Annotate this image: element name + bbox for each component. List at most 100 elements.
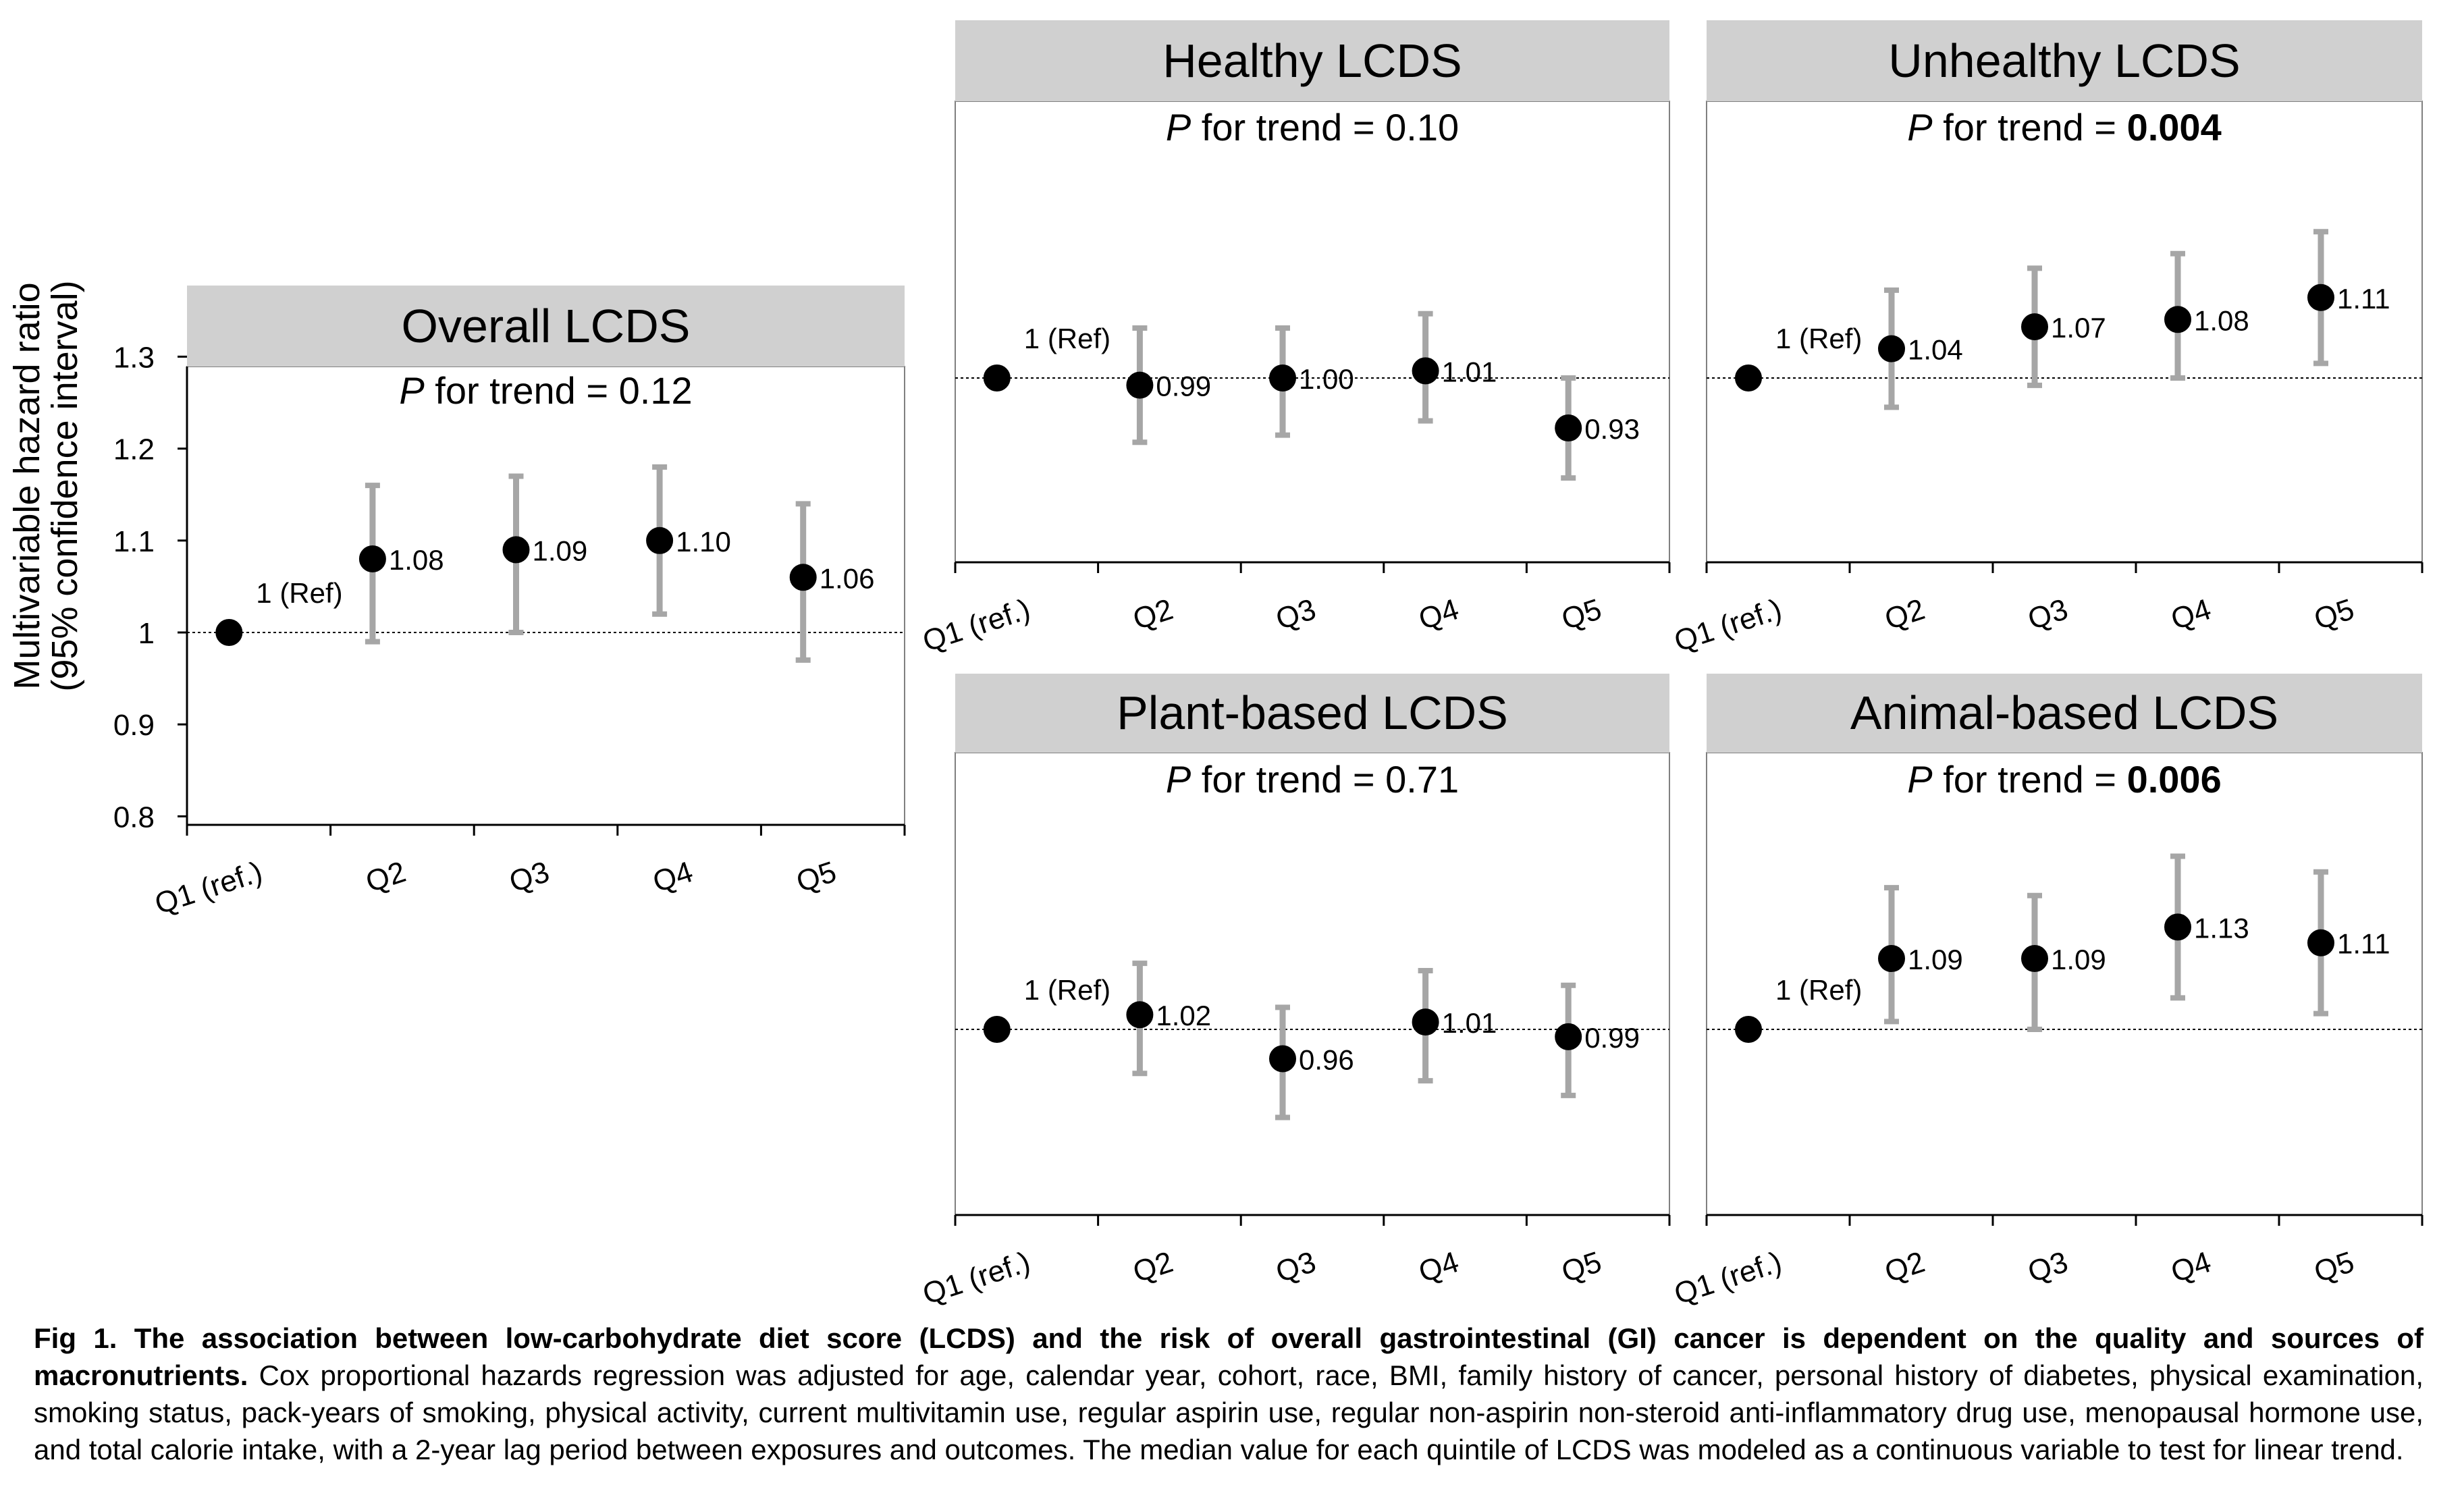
x-tick-label: Q3 bbox=[2024, 593, 2072, 637]
panel-title: Unhealthy LCDS bbox=[1888, 34, 2240, 87]
data-point bbox=[1126, 371, 1154, 399]
data-label: 1.09 bbox=[533, 535, 588, 566]
data-point bbox=[358, 545, 386, 573]
y-tick-label: 1.3 bbox=[113, 341, 155, 374]
x-tick-label: Q4 bbox=[649, 855, 697, 899]
x-tick-label: Q4 bbox=[1415, 593, 1463, 637]
trend-label: P for trend = 0.006 bbox=[1907, 758, 2221, 801]
y-tick-label: 1.1 bbox=[113, 525, 155, 558]
x-tick-label: Q4 bbox=[2167, 593, 2215, 637]
data-label: 1 (Ref) bbox=[1775, 323, 1862, 354]
data-label: 1.13 bbox=[2194, 912, 2249, 944]
data-point bbox=[1269, 364, 1296, 392]
data-label: 1.08 bbox=[389, 544, 444, 576]
data-label: 1 (Ref) bbox=[1024, 323, 1110, 354]
x-tick-label: Q1 (ref.) bbox=[919, 593, 1034, 658]
trend-text: for trend = bbox=[1933, 106, 2127, 148]
data-label: 1.09 bbox=[1908, 944, 1963, 975]
x-tick-label: Q2 bbox=[362, 855, 410, 899]
trend-p: P bbox=[1166, 106, 1191, 148]
data-label: 1.11 bbox=[2337, 283, 2390, 315]
x-tick-label: Q5 bbox=[2310, 1245, 2358, 1289]
data-point bbox=[2021, 945, 2048, 973]
data-point bbox=[1878, 945, 1905, 973]
panel-title: Overall LCDS bbox=[402, 300, 691, 352]
data-point bbox=[1555, 414, 1582, 442]
trend-label: P for trend = 0.004 bbox=[1907, 106, 2221, 148]
trend-label: P for trend = 0.12 bbox=[399, 369, 692, 412]
data-point bbox=[1555, 1023, 1582, 1050]
data-label: 1.09 bbox=[2051, 944, 2106, 975]
caption-bold: Fig 1. The association between low-carbo… bbox=[34, 1322, 2423, 1391]
panel-header bbox=[955, 20, 1669, 101]
panel-header bbox=[955, 674, 1669, 753]
x-tick-label: Q2 bbox=[1129, 1245, 1177, 1289]
data-point bbox=[2307, 284, 2334, 311]
x-tick-label: Q3 bbox=[506, 855, 554, 899]
data-point bbox=[2164, 913, 2191, 941]
caption-body: Cox proportional hazards regression was … bbox=[34, 1359, 2423, 1465]
x-tick-label: Q1 (ref.) bbox=[151, 855, 266, 921]
y-axis-title: Multivariable hazard ratio(95% confidenc… bbox=[7, 280, 85, 691]
data-point bbox=[646, 526, 674, 554]
x-tick-label: Q5 bbox=[793, 855, 840, 899]
data-point bbox=[2307, 929, 2334, 956]
panel-header bbox=[187, 286, 905, 367]
trend-value: 0.71 bbox=[1385, 758, 1459, 801]
data-label: 0.93 bbox=[1584, 413, 1640, 445]
y-tick-label: 0.8 bbox=[113, 801, 155, 834]
x-tick-label: Q4 bbox=[2167, 1245, 2215, 1289]
panel-title: Healthy LCDS bbox=[1162, 34, 1462, 87]
chart-panel-1: Overall LCDS P for trend = 0.12 Q1 (ref.) Q… bbox=[113, 286, 906, 921]
trend-value: 0.004 bbox=[2127, 106, 2222, 148]
data-point bbox=[1412, 357, 1439, 385]
x-tick-label: Q3 bbox=[1272, 593, 1320, 637]
data-label: 1.01 bbox=[1442, 356, 1497, 387]
x-tick-label: Q2 bbox=[1881, 1245, 1929, 1289]
data-label: 1 (Ref) bbox=[1024, 974, 1110, 1006]
data-label: 1 (Ref) bbox=[1775, 974, 1862, 1006]
data-point bbox=[983, 1016, 1011, 1043]
data-label: 1.07 bbox=[2051, 312, 2106, 344]
trend-text: for trend = bbox=[1933, 758, 2127, 801]
data-label: 0.99 bbox=[1156, 371, 1211, 402]
trend-p: P bbox=[1907, 758, 1932, 801]
data-point bbox=[1735, 1016, 1762, 1043]
chart-panel-2: Healthy LCDS P for trend = 0.10 Q1 (ref.) Q… bbox=[919, 20, 1671, 658]
x-tick-label: Q2 bbox=[1881, 593, 1929, 637]
data-label: 1.00 bbox=[1299, 363, 1354, 395]
x-tick-label: Q4 bbox=[1415, 1245, 1463, 1289]
chart-panel-4: Plant-based LCDS P for trend = 0.71 Q1 (re… bbox=[919, 674, 1671, 1311]
y-tick-label: 0.9 bbox=[113, 709, 155, 742]
x-tick-label: Q3 bbox=[1272, 1245, 1320, 1289]
y-axis-title-line1: Multivariable hazard ratio bbox=[7, 282, 47, 689]
x-tick-label: Q1 (ref.) bbox=[1670, 593, 1786, 658]
x-tick-label: Q2 bbox=[1129, 593, 1177, 637]
trend-value: 0.12 bbox=[619, 369, 693, 412]
y-axis-title-line2: (95% confidence interval) bbox=[45, 280, 85, 691]
panel-title: Plant-based LCDS bbox=[1117, 686, 1508, 739]
trend-p: P bbox=[1166, 758, 1191, 801]
trend-label: P for trend = 0.10 bbox=[1166, 106, 1459, 148]
chart-panel-3: Unhealthy LCDS P for trend = 0.004 Q1 (ref… bbox=[1670, 20, 2423, 658]
data-point bbox=[215, 619, 243, 646]
data-label: 1.04 bbox=[1908, 334, 1963, 366]
data-label: 1.02 bbox=[1156, 1000, 1211, 1031]
x-tick-label: Q5 bbox=[1557, 593, 1605, 637]
trend-value: 0.10 bbox=[1385, 106, 1459, 148]
trend-text: for trend = bbox=[1191, 106, 1385, 148]
x-tick-label: Q5 bbox=[2310, 593, 2358, 637]
data-label: 1.06 bbox=[820, 562, 875, 594]
x-tick-label: Q3 bbox=[2024, 1245, 2072, 1289]
data-point bbox=[1126, 1001, 1154, 1029]
trend-label: P for trend = 0.71 bbox=[1166, 758, 1459, 801]
trend-text: for trend = bbox=[425, 369, 619, 412]
chart-panel-5: Animal-based LCDS P for trend = 0.006 Q1 (… bbox=[1670, 674, 2423, 1311]
figure-caption: Fig 1. The association between low-carbo… bbox=[34, 1320, 2423, 1468]
trend-p: P bbox=[1907, 106, 1932, 148]
trend-text: for trend = bbox=[1191, 758, 1385, 801]
y-tick-label: 1.2 bbox=[113, 433, 155, 466]
y-tick-label: 1 bbox=[138, 617, 155, 650]
panel-header bbox=[1707, 674, 2422, 753]
data-point bbox=[1878, 335, 1905, 362]
